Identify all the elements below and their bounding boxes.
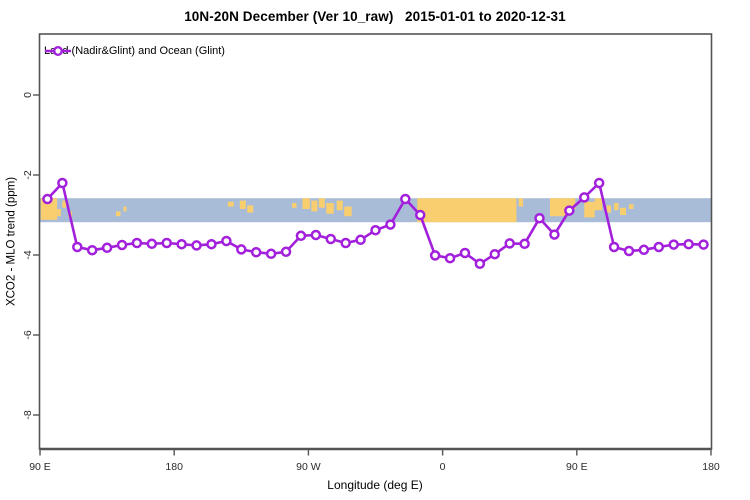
- data-point: [474, 258, 486, 270]
- data-point: [549, 229, 560, 240]
- map-band-land-patch: [239, 200, 246, 209]
- y-tick-label: -8: [22, 410, 34, 419]
- y-tick-label: -6: [22, 330, 34, 339]
- data-point: [325, 233, 337, 245]
- x-tick-label: 90 E: [29, 461, 51, 473]
- data-point: [444, 252, 456, 264]
- legend-label: Land (Nadir&Glint) and Ocean (Glint): [44, 45, 225, 57]
- x-tick-label: 90 W: [296, 461, 321, 473]
- data-point: [355, 234, 366, 246]
- data-point: [579, 192, 590, 203]
- data-point: [638, 244, 650, 256]
- legend-marker-icon: [45, 46, 71, 56]
- data-point: [265, 248, 277, 260]
- y-tick-label: -4: [22, 250, 34, 259]
- map-band-land-patch: [227, 201, 234, 207]
- legend: Land (Nadir&Glint) and Ocean (Glint): [44, 45, 225, 57]
- map-band-land-patch: [518, 198, 524, 207]
- map-band-land-patch: [549, 198, 567, 217]
- map-band-land-patch: [247, 205, 254, 213]
- data-point: [42, 193, 53, 205]
- data-point: [593, 177, 605, 189]
- data-point: [221, 235, 232, 247]
- data-point: [236, 244, 247, 255]
- data-point: [370, 224, 381, 236]
- data-point: [72, 241, 83, 253]
- data-point: [385, 219, 396, 230]
- data-point: [191, 240, 202, 251]
- y-tick-label: 0: [22, 92, 34, 98]
- data-point: [86, 244, 98, 256]
- map-band-land-patch: [302, 198, 310, 209]
- map-band-land-patch: [291, 203, 297, 208]
- map-band-land-patch: [606, 205, 612, 213]
- data-point: [146, 238, 158, 250]
- data-point: [459, 247, 471, 259]
- data-point: [131, 237, 143, 249]
- data-point: [504, 238, 515, 249]
- data-point: [668, 239, 679, 250]
- x-tick-label: 90 E: [566, 461, 588, 473]
- map-band-land-patch: [62, 200, 67, 208]
- y-tick-label: -2: [22, 170, 34, 179]
- map-band-land-patch: [318, 198, 325, 208]
- map-band-land-patch: [336, 200, 343, 211]
- map-band-land-patch: [123, 206, 127, 212]
- data-point: [101, 242, 113, 254]
- trend-line: [46, 181, 705, 266]
- map-band-land-patch: [326, 203, 334, 214]
- chart-title: 10N-20N December (Ver 10_raw) 2015-01-01…: [184, 9, 566, 24]
- x-tick-label: 180: [702, 461, 720, 473]
- data-point: [161, 237, 172, 249]
- x-tick-label: 0: [440, 461, 446, 473]
- data-point: [206, 238, 217, 250]
- map-band-land-patch: [40, 198, 58, 220]
- data-point: [280, 246, 292, 258]
- data-point: [698, 239, 709, 250]
- y-axis-title: XCO2 - MLO trend (ppm): [5, 176, 18, 307]
- data-point: [414, 209, 426, 221]
- map-band-land-patch: [344, 206, 352, 217]
- data-point: [57, 177, 68, 189]
- map-band-land-patch: [57, 209, 61, 217]
- data-point: [653, 241, 665, 253]
- map-band-land-patch: [311, 200, 318, 212]
- x-axis-title: Longitude (deg E): [327, 478, 423, 492]
- data-point: [534, 212, 545, 224]
- map-band-land-patch: [628, 204, 634, 209]
- data-point: [519, 238, 530, 250]
- data-point: [429, 250, 441, 261]
- data-point: [295, 230, 307, 242]
- data-point: [176, 238, 187, 250]
- data-point: [564, 205, 575, 216]
- map-band-land-patch: [116, 211, 121, 217]
- data-point: [623, 245, 635, 257]
- data-point: [340, 237, 351, 249]
- data-point: [116, 239, 128, 251]
- data-point: [683, 238, 694, 250]
- map-band-land-patch: [566, 198, 576, 209]
- data-point: [608, 241, 620, 253]
- map-band-land-patch: [417, 198, 517, 223]
- map-band-land-patch: [614, 203, 619, 211]
- data-point: [489, 248, 501, 260]
- x-tick-label: 180: [165, 461, 183, 473]
- data-point: [310, 229, 322, 241]
- map-band-land-patch: [584, 201, 595, 218]
- map-band-land-patch: [594, 198, 603, 211]
- data-point: [400, 193, 411, 205]
- map-band-land-patch: [620, 207, 627, 215]
- data-point: [250, 246, 262, 258]
